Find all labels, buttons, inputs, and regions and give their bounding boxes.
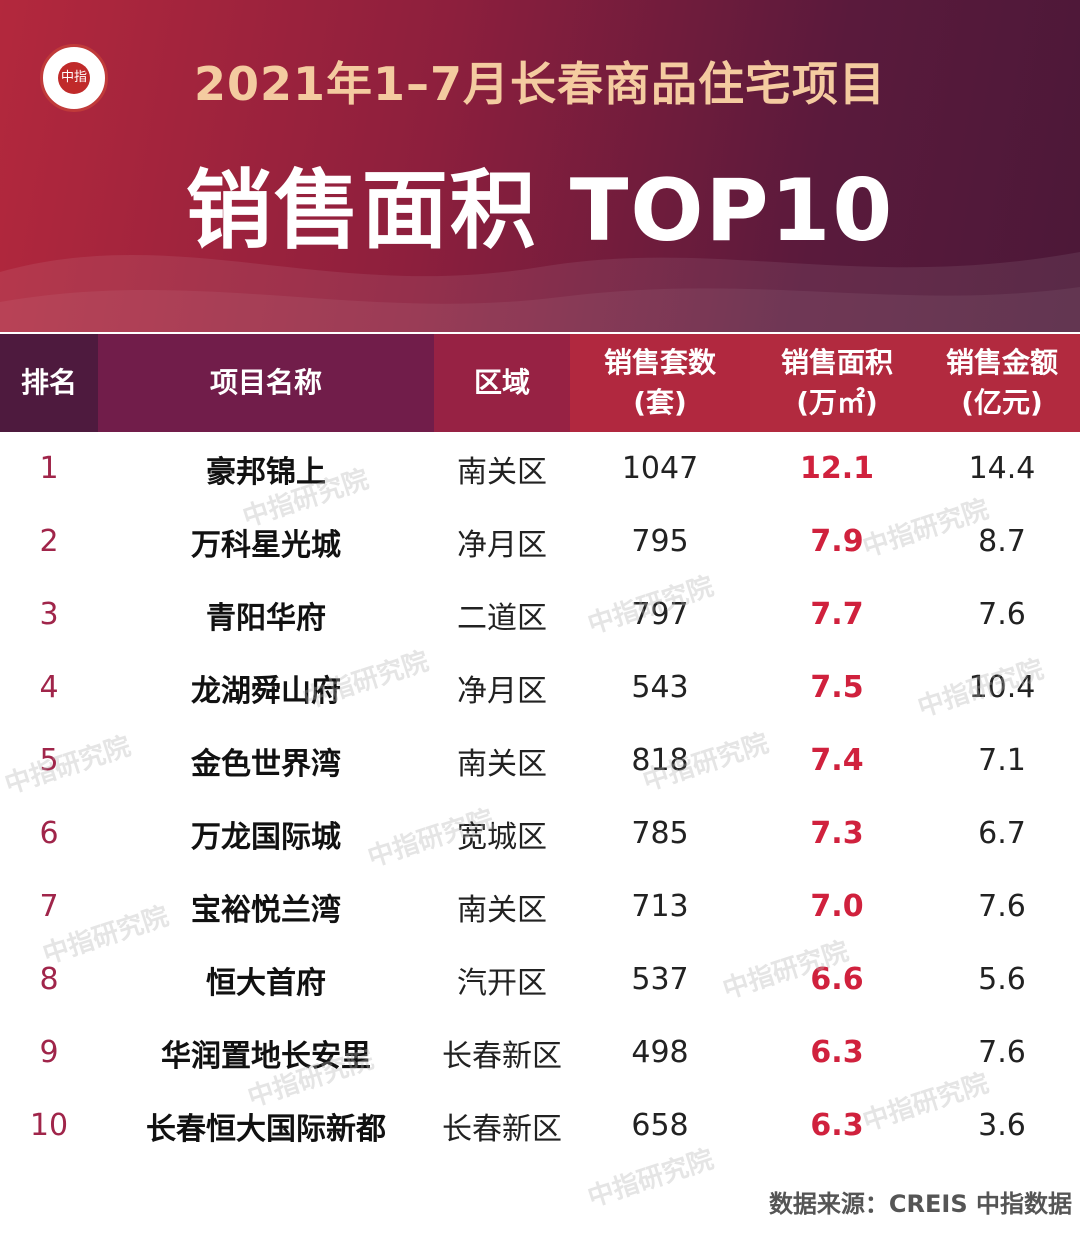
cell-sqm: 7.4 bbox=[810, 743, 864, 778]
cell-area: 净月区 bbox=[457, 673, 547, 709]
cell-units: 537 bbox=[631, 962, 689, 997]
table-row: 7 宝裕悦兰湾 南关区 713 7.0 7.6 bbox=[0, 870, 1080, 943]
cell-units: 498 bbox=[631, 1035, 689, 1070]
cell-amount: 7.6 bbox=[978, 597, 1026, 632]
cell-units: 795 bbox=[631, 524, 689, 559]
table-row: 6 万龙国际城 宽城区 785 7.3 6.7 bbox=[0, 797, 1080, 870]
cell-rank: 6 bbox=[39, 816, 59, 851]
cell-name: 万科星光城 bbox=[191, 527, 341, 563]
cell-units: 785 bbox=[631, 816, 689, 851]
cell-amount: 5.6 bbox=[978, 962, 1026, 997]
cell-sqm: 7.0 bbox=[810, 889, 864, 924]
table-row: 4 龙湖舜山府 净月区 543 7.5 10.4 bbox=[0, 651, 1080, 724]
table-row: 2 万科星光城 净月区 795 7.9 8.7 bbox=[0, 505, 1080, 578]
cell-area: 长春新区 bbox=[442, 1038, 562, 1074]
table-row: 5 金色世界湾 南关区 818 7.4 7.1 bbox=[0, 724, 1080, 797]
title-subheading: 2021年1–7月长春商品住宅项目 bbox=[193, 57, 887, 111]
cell-name: 青阳华府 bbox=[206, 600, 326, 636]
cell-sqm: 7.7 bbox=[810, 597, 864, 632]
cell-amount: 7.1 bbox=[978, 743, 1026, 778]
table-row: 1 豪邦锦上 南关区 1047 12.1 14.4 bbox=[0, 432, 1080, 505]
cell-area: 南关区 bbox=[457, 454, 547, 490]
cell-amount: 7.6 bbox=[978, 1035, 1026, 1070]
header-banner: 中指 2021年1–7月长春商品住宅项目 销售面积 TOP10 bbox=[0, 0, 1080, 332]
col-header-name: 项目名称 bbox=[98, 334, 434, 432]
cell-name: 恒大首府 bbox=[206, 965, 326, 1001]
cell-area: 净月区 bbox=[457, 527, 547, 563]
cell-sqm: 6.6 bbox=[810, 962, 864, 997]
cell-area: 南关区 bbox=[457, 746, 547, 782]
cell-name: 豪邦锦上 bbox=[206, 454, 326, 490]
cell-name: 长春恒大国际新都 bbox=[146, 1111, 386, 1147]
cell-name: 宝裕悦兰湾 bbox=[191, 892, 341, 928]
cell-units: 658 bbox=[631, 1108, 689, 1143]
cell-amount: 8.7 bbox=[978, 524, 1026, 559]
col-header-sqm: 销售面积 (万㎡) bbox=[750, 334, 924, 432]
cell-rank: 2 bbox=[39, 524, 59, 559]
table-row: 3 青阳华府 二道区 797 7.7 7.6 bbox=[0, 578, 1080, 651]
logo-text: 中指 bbox=[58, 62, 90, 94]
cell-area: 汽开区 bbox=[457, 965, 547, 1001]
cell-sqm: 7.5 bbox=[810, 670, 864, 705]
title-heading: 销售面积 TOP10 bbox=[185, 161, 895, 261]
cell-rank: 7 bbox=[39, 889, 59, 924]
cell-name: 万龙国际城 bbox=[191, 819, 341, 855]
table-row: 9 华润置地长安里 长春新区 498 6.3 7.6 bbox=[0, 1016, 1080, 1089]
cell-area: 长春新区 bbox=[442, 1111, 562, 1147]
cell-amount: 7.6 bbox=[978, 889, 1026, 924]
cell-amount: 10.4 bbox=[968, 670, 1036, 705]
cell-units: 543 bbox=[631, 670, 689, 705]
cell-sqm: 6.3 bbox=[810, 1035, 864, 1070]
cell-name: 华润置地长安里 bbox=[161, 1038, 371, 1074]
cell-area: 二道区 bbox=[457, 600, 547, 636]
cell-rank: 10 bbox=[29, 1108, 69, 1143]
cell-amount: 14.4 bbox=[968, 451, 1036, 486]
cell-rank: 9 bbox=[39, 1035, 59, 1070]
cell-amount: 6.7 bbox=[978, 816, 1026, 851]
cell-sqm: 7.3 bbox=[810, 816, 864, 851]
col-header-units: 销售套数 (套) bbox=[570, 334, 750, 432]
table-row: 10 长春恒大国际新都 长春新区 658 6.3 3.6 bbox=[0, 1089, 1080, 1162]
cell-units: 1047 bbox=[621, 451, 699, 486]
cell-sqm: 7.9 bbox=[810, 524, 864, 559]
data-source-note: 数据来源：CREIS 中指数据 bbox=[768, 1190, 1072, 1218]
cell-units: 713 bbox=[631, 889, 689, 924]
cell-units: 818 bbox=[631, 743, 689, 778]
cell-area: 南关区 bbox=[457, 892, 547, 928]
cell-rank: 4 bbox=[39, 670, 59, 705]
table-body: 1 豪邦锦上 南关区 1047 12.1 14.4 2 万科星光城 净月区 79… bbox=[0, 432, 1080, 1162]
cell-units: 797 bbox=[631, 597, 689, 632]
cell-name: 龙湖舜山府 bbox=[191, 673, 341, 709]
cell-sqm: 6.3 bbox=[810, 1108, 864, 1143]
col-header-amount: 销售金额 (亿元) bbox=[924, 334, 1080, 432]
col-header-rank: 排名 bbox=[0, 334, 98, 432]
table-row: 8 恒大首府 汽开区 537 6.6 5.6 bbox=[0, 943, 1080, 1016]
col-header-area: 区域 bbox=[434, 334, 570, 432]
table-header: 排名 项目名称 区域 销售套数 (套) 销售面积 (万㎡) 销售金额 (亿元) bbox=[0, 334, 1080, 432]
cell-rank: 5 bbox=[39, 743, 59, 778]
cell-name: 金色世界湾 bbox=[191, 746, 341, 782]
cell-rank: 3 bbox=[39, 597, 59, 632]
banner-wave-decoration bbox=[0, 252, 1080, 332]
cell-sqm: 12.1 bbox=[799, 451, 875, 486]
cell-rank: 1 bbox=[39, 451, 59, 486]
cell-rank: 8 bbox=[39, 962, 59, 997]
china-index-academy-logo: 中指 bbox=[40, 44, 108, 112]
cell-area: 宽城区 bbox=[457, 819, 547, 855]
cell-amount: 3.6 bbox=[978, 1108, 1026, 1143]
